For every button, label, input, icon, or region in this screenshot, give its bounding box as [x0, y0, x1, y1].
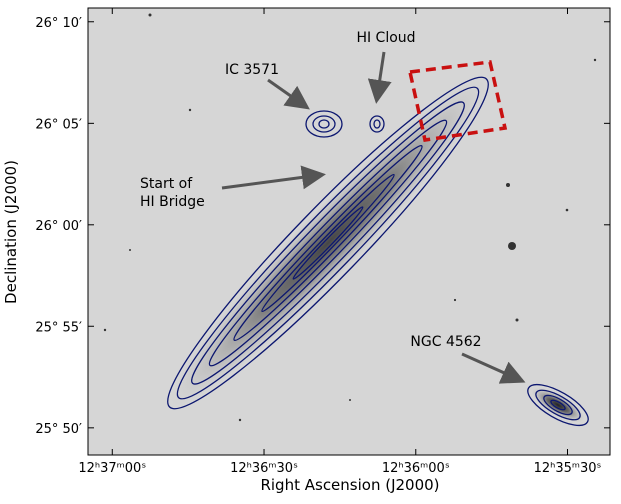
y-tick-label: 25° 55′: [35, 320, 82, 335]
x-tick-label: 12ʰ35ᵐ30ˢ: [534, 461, 602, 476]
annotation-line: HI Bridge: [140, 194, 205, 210]
y-axis-label: Declination (J2000): [2, 160, 20, 304]
y-tick-label: 26° 00′: [35, 219, 82, 234]
x-tick-label: 12ʰ36ᵐ30ˢ: [230, 461, 298, 476]
annotations: HI Cloud IC 3571 Start of HI Bridge NGC 4562: [140, 30, 482, 350]
annotation: NGC 4562: [410, 334, 481, 350]
y-tick-label: 26° 10′: [35, 16, 82, 31]
plot-frame: [87, 7, 611, 456]
sky-image: [88, 8, 610, 455]
annotation: HI Cloud: [356, 30, 415, 46]
y-tick-label: 25° 50′: [35, 422, 82, 437]
annotation-line: Start of: [140, 176, 193, 192]
annotation-line: HI Cloud: [356, 30, 415, 46]
annotation: IC 3571: [225, 62, 279, 78]
x-axis-label: Right Ascension (J2000): [260, 476, 439, 494]
x-tick-label: 12ʰ36ᵐ00ˢ: [382, 461, 450, 476]
annotation-line: IC 3571: [225, 62, 279, 78]
annotation: Start of HI Bridge: [140, 176, 205, 210]
annotation-line: NGC 4562: [410, 334, 481, 350]
y-tick-label: 26° 05′: [35, 117, 82, 132]
x-tick-label: 12ʰ37ᵐ00ˢ: [78, 461, 146, 476]
